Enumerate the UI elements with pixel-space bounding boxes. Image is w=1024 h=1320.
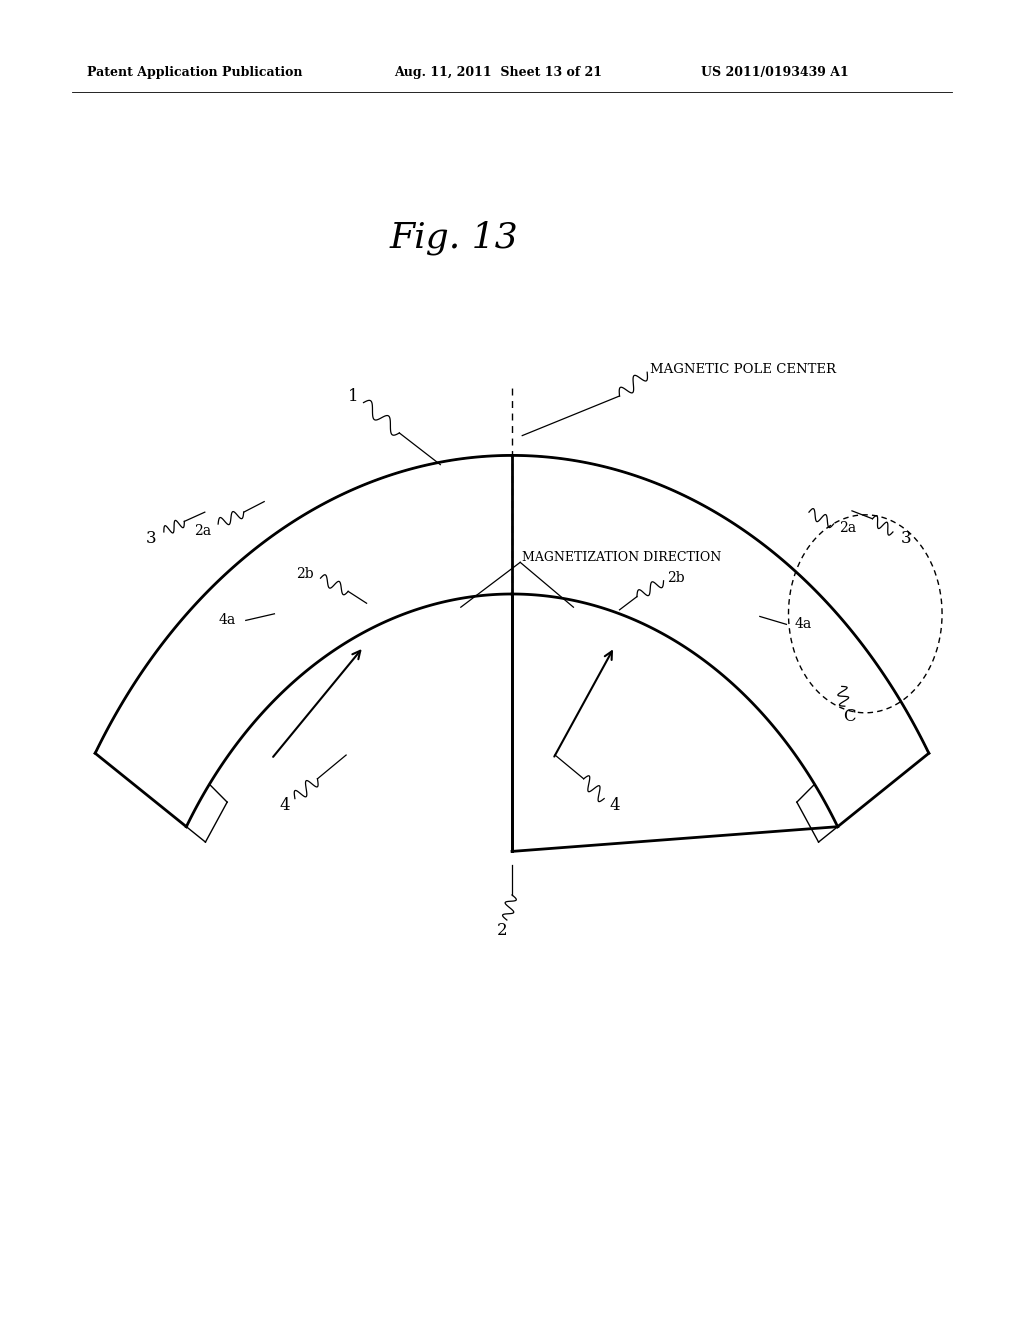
Text: Fig. 13: Fig. 13 <box>389 220 518 255</box>
Text: MAGNETIC POLE CENTER: MAGNETIC POLE CENTER <box>650 363 837 376</box>
Text: Patent Application Publication: Patent Application Publication <box>87 66 302 79</box>
Text: US 2011/0193439 A1: US 2011/0193439 A1 <box>701 66 849 79</box>
Text: 2b: 2b <box>296 568 314 581</box>
Text: 4: 4 <box>609 797 620 813</box>
Text: 2b: 2b <box>667 572 685 585</box>
Text: C: C <box>844 709 856 725</box>
Text: MAGNETIZATION DIRECTION: MAGNETIZATION DIRECTION <box>522 550 722 564</box>
Text: 4: 4 <box>280 797 290 813</box>
Text: Aug. 11, 2011  Sheet 13 of 21: Aug. 11, 2011 Sheet 13 of 21 <box>394 66 602 79</box>
Text: 1: 1 <box>348 388 358 404</box>
Text: 4a: 4a <box>219 614 236 627</box>
Text: 3: 3 <box>146 531 157 546</box>
Text: 2a: 2a <box>840 521 856 535</box>
Text: 2: 2 <box>497 923 507 939</box>
Text: 3: 3 <box>901 531 911 546</box>
Text: 4a: 4a <box>795 618 811 631</box>
Text: 2a: 2a <box>195 524 211 537</box>
